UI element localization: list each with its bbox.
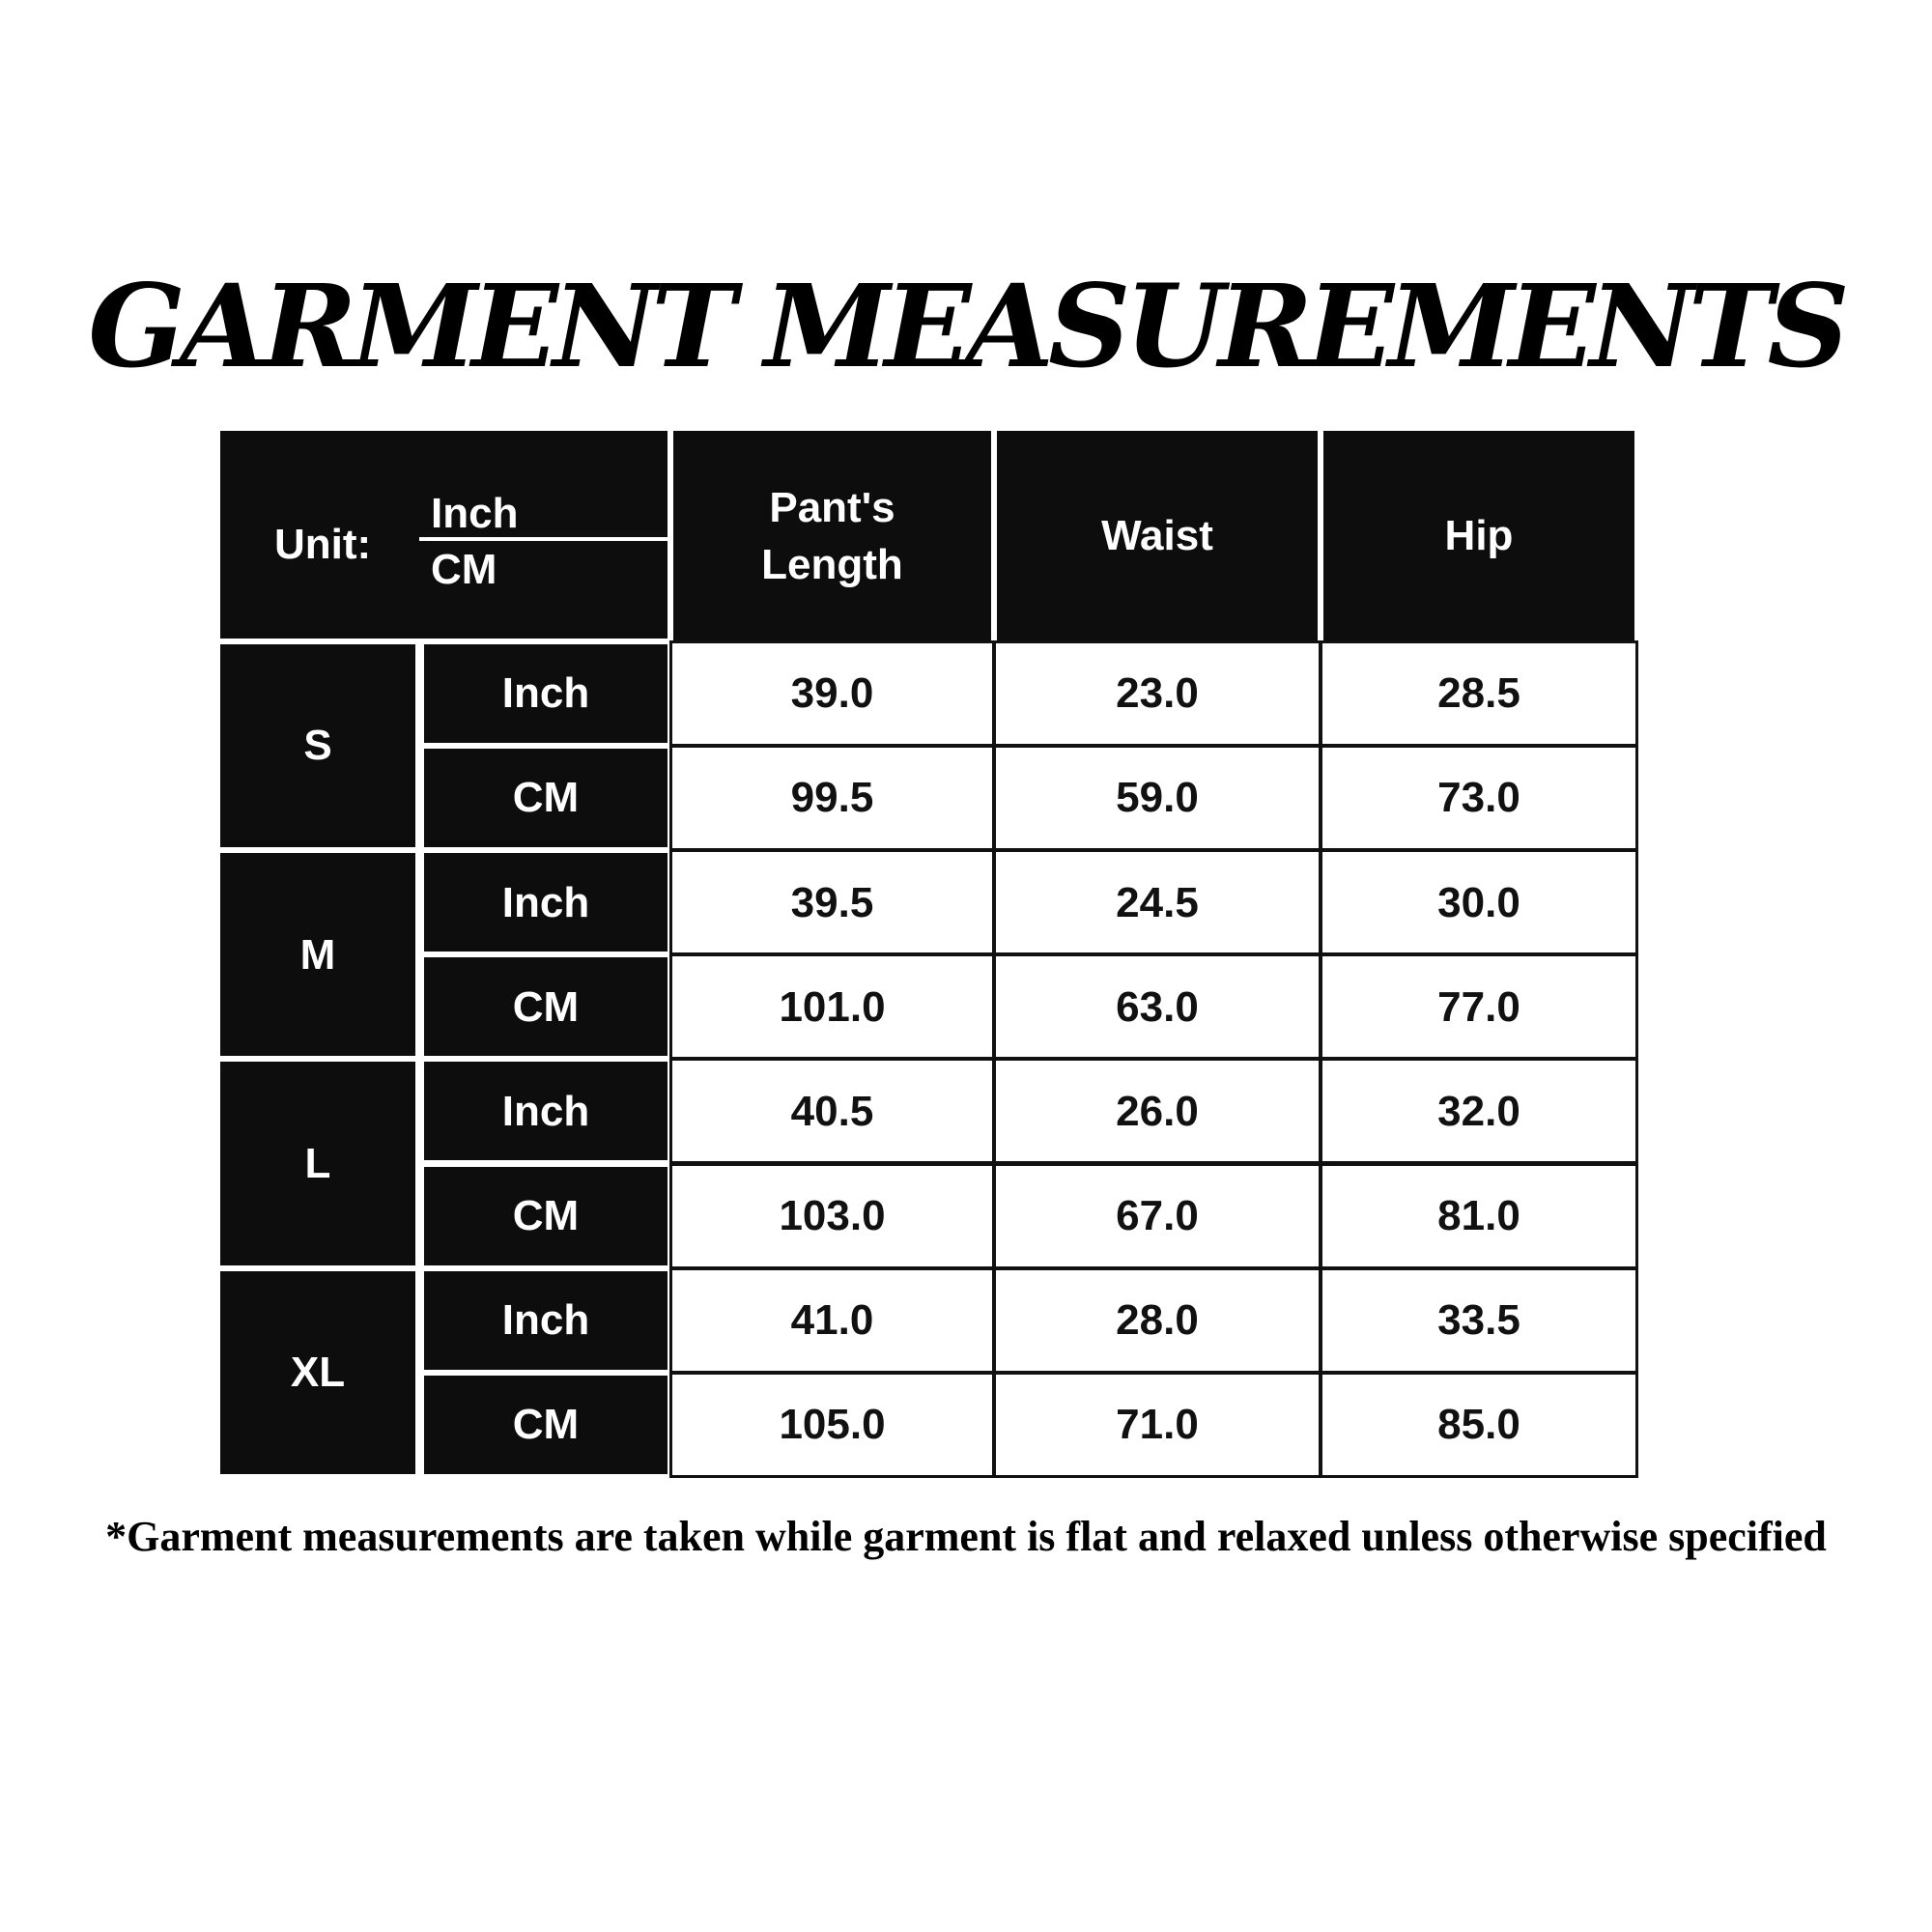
column-header: Waist <box>997 431 1318 641</box>
measurement-cell: 101.0 <box>669 953 995 1061</box>
page-title: GARMENT MEASUREMENTS <box>88 259 1849 393</box>
row-unit-label: CM <box>424 1375 668 1474</box>
size-label: S <box>220 644 415 848</box>
measurement-cell: 40.5 <box>669 1058 995 1165</box>
row-unit-label: CM <box>424 749 668 848</box>
row-unit-label: CM <box>424 1166 668 1265</box>
column-header: Hip <box>1323 431 1634 641</box>
measurement-cell: 73.0 <box>1320 745 1638 852</box>
measurement-cell: 32.0 <box>1320 1058 1638 1165</box>
unit-label: Unit: <box>274 521 372 568</box>
size-chart-table: Unit: Inch CM Pant's Length Waist Hip S Inch 39.… <box>220 431 1638 1478</box>
measurement-cell: 39.5 <box>669 849 995 956</box>
size-label: XL <box>220 1270 415 1474</box>
row-unit-label: CM <box>424 957 668 1057</box>
unit-divider <box>419 537 668 541</box>
unit-header: Unit: Inch CM <box>220 431 668 639</box>
measurement-cell: 77.0 <box>1320 953 1638 1061</box>
measurement-cell: 33.5 <box>1320 1266 1638 1374</box>
unit-cm: CM <box>431 546 497 593</box>
measurement-cell: 59.0 <box>993 745 1321 852</box>
measurement-cell: 67.0 <box>993 1162 1321 1269</box>
measurement-cell: 81.0 <box>1320 1162 1638 1269</box>
row-unit-label: Inch <box>424 644 668 744</box>
measurement-cell: 71.0 <box>993 1371 1321 1478</box>
measurement-cell: 39.0 <box>669 640 995 748</box>
row-unit-label: Inch <box>424 1270 668 1370</box>
column-header: Pant's Length <box>673 431 991 641</box>
unit-inch: Inch <box>431 490 519 537</box>
measurement-cell: 99.5 <box>669 745 995 852</box>
measurement-cell: 28.0 <box>993 1266 1321 1374</box>
size-label: M <box>220 853 415 1057</box>
measurement-cell: 26.0 <box>993 1058 1321 1165</box>
measurement-cell: 23.0 <box>993 640 1321 748</box>
row-unit-label: Inch <box>424 1062 668 1161</box>
measurement-cell: 30.0 <box>1320 849 1638 956</box>
measurement-cell: 63.0 <box>993 953 1321 1061</box>
measurement-cell: 103.0 <box>669 1162 995 1269</box>
footnote: *Garment measurements are taken while ga… <box>105 1513 1827 1560</box>
size-label: L <box>220 1062 415 1265</box>
measurement-cell: 105.0 <box>669 1371 995 1478</box>
measurement-cell: 85.0 <box>1320 1371 1638 1478</box>
measurement-cell: 28.5 <box>1320 640 1638 748</box>
row-unit-label: Inch <box>424 853 668 952</box>
measurement-cell: 24.5 <box>993 849 1321 956</box>
measurement-cell: 41.0 <box>669 1266 995 1374</box>
